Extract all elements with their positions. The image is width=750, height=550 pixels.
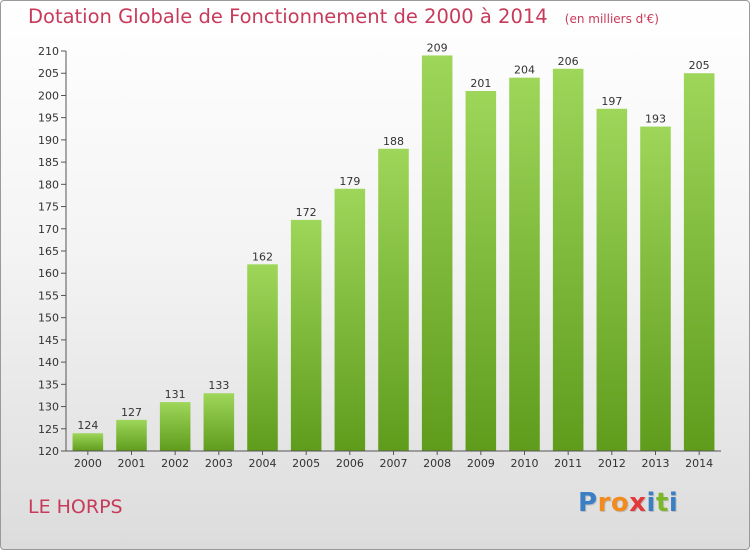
chart-unit-note: (en milliers d'€) [564, 12, 659, 26]
x-tick-label-2008: 2008 [423, 457, 451, 470]
y-tick-label: 170 [38, 223, 59, 236]
x-tick-label-2012: 2012 [598, 457, 626, 470]
bar-2003 [203, 393, 235, 451]
bar-2011 [552, 68, 584, 452]
y-tick-label: 175 [38, 201, 59, 214]
y-tick-label: 150 [38, 312, 59, 325]
x-tick-label-2000: 2000 [74, 457, 102, 470]
value-label-2006: 179 [339, 175, 360, 188]
bar-2002 [159, 402, 191, 451]
bar-2000 [72, 433, 104, 451]
commune-name: LE HORPS [28, 496, 123, 518]
y-tick-label: 185 [38, 156, 59, 169]
logo-letter: x [629, 488, 647, 518]
value-label-2014: 205 [689, 59, 710, 72]
y-tick-label: 145 [38, 334, 59, 347]
logo-letter: o [610, 488, 630, 518]
y-tick-label: 155 [38, 289, 59, 302]
value-label-2012: 197 [601, 95, 622, 108]
value-label-2013: 193 [645, 113, 666, 126]
y-axis: 120 125 130 135 140 145 150 155 160 165 170 175 180 1… [38, 45, 67, 458]
x-tick-label-2009: 2009 [467, 457, 495, 470]
bar-2006 [334, 188, 366, 451]
bar-2007 [378, 148, 409, 451]
value-label-2004: 162 [252, 250, 273, 263]
value-label-2010: 204 [514, 64, 535, 77]
bar-2008 [421, 55, 453, 451]
bar-2004 [247, 264, 278, 451]
x-tick-label-2007: 2007 [380, 457, 408, 470]
y-tick-label: 125 [38, 423, 59, 436]
logo-letter: r [597, 488, 611, 518]
value-label-2001: 127 [121, 406, 142, 419]
x-tick-label-2010: 2010 [511, 457, 539, 470]
value-label-2008: 209 [427, 41, 448, 54]
bar-2005 [290, 219, 322, 451]
value-label-2007: 188 [383, 135, 404, 148]
logo-letter: i [668, 488, 679, 518]
bar-2009 [465, 91, 497, 451]
bar-2001 [116, 419, 147, 451]
value-label-2000: 124 [77, 419, 98, 432]
value-label-2002: 131 [165, 388, 186, 401]
bars: 124 127 131 133 162 172 179 188 209 201 204 206 197 1… [72, 41, 715, 452]
chart-title-line: Dotation Globale de Fonctionnement de 20… [28, 5, 659, 28]
y-tick-label: 180 [38, 178, 59, 191]
y-tick-label: 130 [38, 401, 59, 414]
bar-2012 [596, 108, 628, 452]
x-tick-label-2001: 2001 [118, 457, 146, 470]
y-tick-label: 160 [38, 267, 59, 280]
y-tick-label: 190 [38, 134, 59, 147]
logo-letter: t [655, 488, 669, 518]
y-tick-label: 165 [38, 245, 59, 258]
logo-letter: P [578, 488, 598, 518]
x-tick-label-2011: 2011 [554, 457, 582, 470]
y-tick-label: 135 [38, 378, 59, 391]
x-axis: 2000 2001 2002 2003 2004 2005 2006 2007 2008 2009… [66, 450, 721, 470]
proxiti-logo: Proxiti [578, 488, 678, 518]
x-tick-label-2002: 2002 [161, 457, 189, 470]
x-tick-label-2006: 2006 [336, 457, 364, 470]
bar-2013 [640, 126, 671, 452]
chart-title: Dotation Globale de Fonctionnement de 20… [28, 5, 548, 28]
value-label-2005: 172 [296, 206, 317, 219]
x-tick-label-2004: 2004 [249, 457, 277, 470]
x-tick-label-2014: 2014 [685, 457, 713, 470]
y-tick-label: 195 [38, 112, 59, 125]
x-tick-label-2013: 2013 [642, 457, 670, 470]
y-tick-label: 205 [38, 67, 59, 80]
x-tick-label-2003: 2003 [205, 457, 233, 470]
y-tick-label: 140 [38, 356, 59, 369]
bar-2014 [683, 73, 715, 451]
y-tick-label: 210 [38, 45, 59, 58]
y-tick-label: 200 [38, 89, 59, 102]
y-tick-label: 120 [38, 445, 59, 458]
x-tick-label-2005: 2005 [292, 457, 320, 470]
value-label-2003: 133 [208, 379, 229, 392]
bar-2010 [509, 77, 540, 452]
value-label-2009: 201 [470, 77, 491, 90]
logo-letter: i [646, 488, 656, 518]
value-label-2011: 206 [558, 55, 579, 68]
